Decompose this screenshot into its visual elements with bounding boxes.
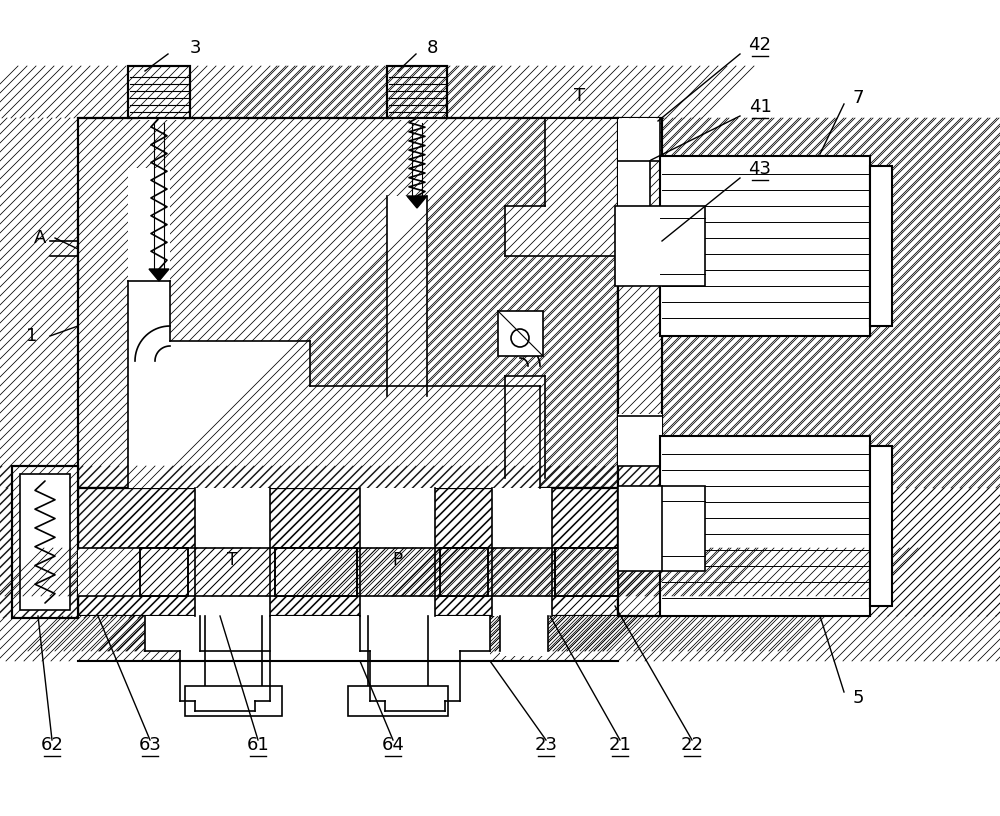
Bar [440, 548, 488, 596]
Bar [870, 446, 892, 606]
Bar [270, 616, 360, 651]
Text: 42: 42 [748, 36, 772, 54]
Bar [78, 616, 618, 661]
Text: T: T [574, 87, 586, 105]
Bar [20, 474, 70, 610]
Bar [618, 118, 662, 616]
Bar [78, 118, 618, 488]
Bar [128, 66, 190, 118]
Text: 41: 41 [749, 98, 771, 116]
Bar [440, 548, 488, 596]
Bar [660, 436, 870, 616]
Bar [140, 548, 188, 596]
Text: 8: 8 [426, 39, 438, 57]
Bar [348, 686, 448, 716]
Bar [275, 548, 357, 596]
Bar [395, 108, 439, 120]
Polygon shape [145, 616, 270, 711]
Bar [78, 118, 618, 488]
Bar [505, 376, 545, 478]
Bar [368, 616, 428, 696]
Bar [78, 548, 618, 596]
Bar [78, 118, 618, 488]
Bar [270, 616, 360, 651]
Bar [387, 66, 447, 118]
Bar [128, 66, 190, 118]
Bar [492, 488, 552, 616]
Bar [145, 616, 180, 651]
Bar [128, 66, 190, 118]
Bar [490, 616, 560, 651]
Bar [440, 548, 488, 596]
Bar [140, 548, 188, 596]
Bar [615, 206, 705, 286]
Text: 7: 7 [852, 89, 864, 107]
Bar [140, 548, 188, 596]
Text: A: A [34, 229, 46, 247]
Bar [870, 166, 892, 326]
Bar [387, 196, 427, 208]
Polygon shape [128, 281, 540, 488]
Text: 43: 43 [748, 160, 772, 178]
Text: 1: 1 [26, 327, 38, 345]
Bar [490, 616, 560, 651]
Bar [618, 486, 705, 571]
Bar [270, 616, 360, 651]
Bar [490, 616, 560, 651]
Bar [618, 118, 660, 161]
Polygon shape [360, 616, 490, 711]
Bar [145, 616, 180, 651]
Bar [128, 168, 170, 488]
Text: 22: 22 [680, 736, 704, 754]
Bar [270, 616, 360, 651]
Text: T: T [227, 551, 237, 569]
Bar [387, 66, 447, 118]
Bar [270, 616, 360, 651]
Text: 23: 23 [534, 736, 558, 754]
Bar [555, 548, 618, 596]
Bar [78, 616, 618, 661]
Polygon shape [505, 118, 618, 256]
Bar [185, 686, 282, 716]
Bar [618, 118, 662, 616]
Bar [200, 616, 490, 716]
Bar [498, 311, 543, 356]
Text: 62: 62 [41, 736, 63, 754]
Text: 21: 21 [609, 736, 631, 754]
Bar [618, 414, 662, 466]
Text: P: P [392, 551, 402, 569]
Bar [78, 488, 618, 616]
Bar [360, 488, 435, 616]
Bar [78, 488, 618, 616]
Bar [618, 118, 662, 616]
Bar [270, 616, 360, 651]
Bar [145, 616, 180, 651]
Bar [12, 466, 78, 618]
Polygon shape [407, 196, 427, 208]
Text: 3: 3 [189, 39, 201, 57]
Polygon shape [149, 269, 169, 281]
Text: 63: 63 [139, 736, 161, 754]
Bar [387, 66, 447, 118]
Bar [78, 616, 618, 661]
Text: 5: 5 [852, 689, 864, 707]
Bar [387, 196, 427, 396]
Text: 64: 64 [382, 736, 404, 754]
Bar [618, 161, 650, 216]
Bar [555, 548, 618, 596]
Text: 61: 61 [247, 736, 269, 754]
Bar [555, 548, 618, 596]
Bar [275, 548, 357, 596]
Bar [78, 488, 618, 616]
Bar [205, 616, 262, 696]
Bar [275, 548, 357, 596]
Bar [12, 466, 78, 618]
Bar [195, 488, 270, 616]
Bar [660, 156, 870, 336]
Bar [500, 616, 548, 656]
Bar [138, 108, 180, 120]
Bar [12, 466, 78, 618]
